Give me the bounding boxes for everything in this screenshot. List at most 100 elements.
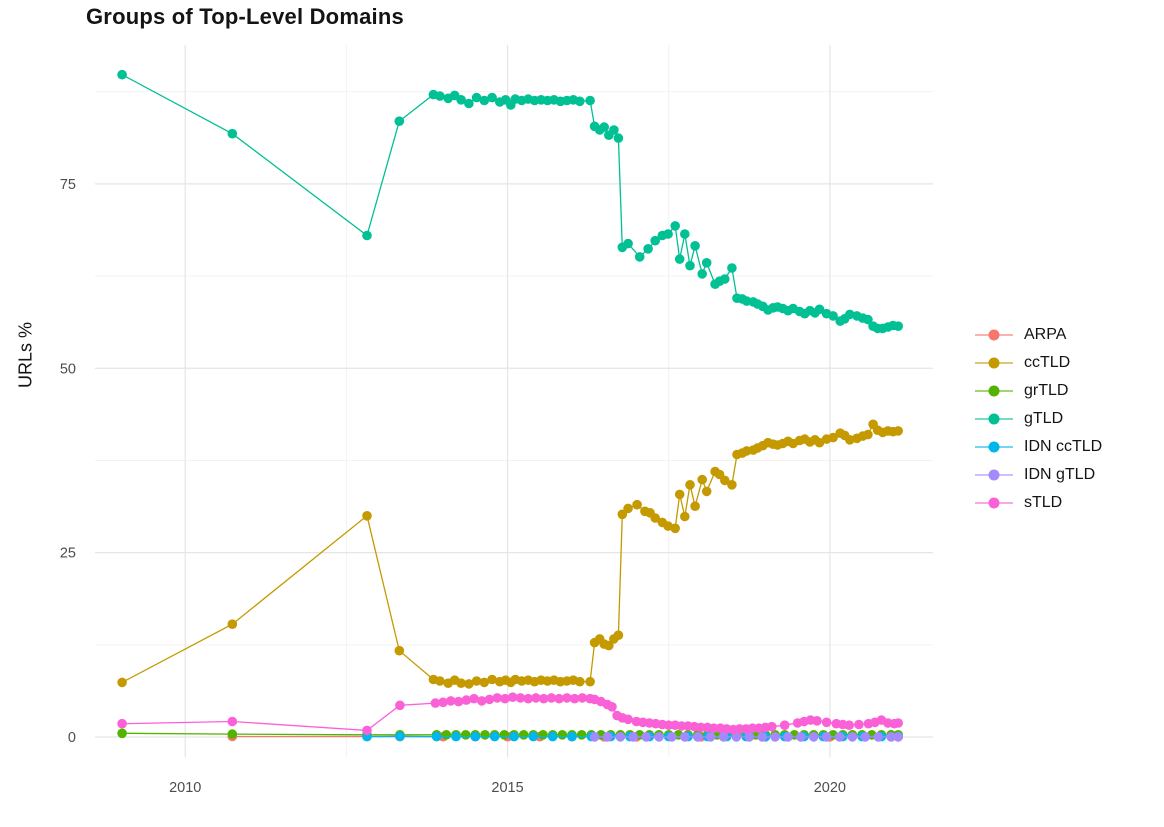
series-point-stld	[893, 718, 903, 728]
legend-label-arpa: ARPA	[1024, 326, 1067, 343]
series-point-gtld	[362, 230, 372, 241]
series-point-cctld	[617, 509, 628, 520]
series-point-grtld	[480, 730, 490, 740]
series-point-idn-cctld	[489, 731, 500, 742]
series-point-stld	[484, 694, 495, 705]
series-point-grtld	[518, 730, 529, 740]
series-point-cctld	[394, 645, 405, 656]
series-point-cctld	[471, 676, 482, 686]
legend-key-icon	[975, 385, 1013, 397]
series-point-grtld	[460, 730, 471, 740]
series-point-stld	[554, 693, 564, 704]
series-point-gtld	[464, 98, 474, 109]
series-point-cctld	[362, 511, 372, 521]
series-point-stld	[844, 720, 854, 730]
series-point-cctld	[487, 674, 497, 685]
series-point-idn-cctld	[509, 731, 519, 742]
series-point-cctld	[464, 679, 474, 689]
series-point-cctld	[893, 426, 903, 436]
series-point-stld	[538, 693, 549, 704]
series-point-idn-cctld	[470, 731, 481, 742]
series-point-stld	[854, 719, 864, 730]
series-point-gtld	[720, 274, 730, 284]
series-point-grtld	[441, 730, 452, 740]
series-point-cctld	[828, 432, 838, 443]
series-point-cctld	[227, 619, 238, 629]
series-point-cctld	[727, 480, 737, 490]
legend-item-grtld: grTLD	[974, 377, 1102, 405]
series-point-gtld	[828, 311, 838, 321]
series-point-cctld	[613, 630, 624, 640]
legend-label-idn-cctld: IDN ccTLD	[1024, 438, 1103, 455]
series-point-stld	[546, 693, 557, 703]
series-point-idn-gtld	[628, 732, 639, 742]
series-point-grtld	[499, 730, 510, 740]
series-point-stld	[779, 720, 790, 730]
series-point-idn-gtld	[654, 732, 664, 742]
series-point-idn-gtld	[770, 732, 780, 742]
legend-item-stld: sTLD	[974, 489, 1102, 517]
series-point-grtld	[538, 730, 548, 740]
chart-title: Groups of Top-Level Domains	[86, 4, 404, 29]
series-point-stld	[430, 698, 441, 708]
series-point-gtld	[701, 258, 712, 268]
series-point-idn-gtld	[641, 732, 651, 742]
x-tick-label: 2010	[169, 780, 201, 796]
series-point-cctld	[623, 503, 633, 514]
series-point-idn-gtld	[692, 732, 703, 742]
series-point-idn-gtld	[893, 732, 903, 742]
series-point-cctld	[585, 676, 595, 687]
series-point-gtld	[670, 221, 680, 231]
series-point-stld	[362, 725, 372, 736]
series-point-gtld	[599, 122, 609, 132]
series-point-gtld	[814, 304, 825, 315]
series-point-gtld	[479, 95, 490, 106]
series-point-stld	[531, 693, 541, 703]
legend-item-idn-gtld: IDN gTLD	[974, 461, 1102, 489]
series-point-idn-gtld	[873, 732, 883, 742]
legend-key-icon	[975, 329, 1013, 341]
series-point-gtld	[674, 254, 685, 264]
series-point-idn-gtld	[589, 732, 600, 742]
series-point-gtld	[690, 241, 700, 251]
series-point-cctld	[697, 474, 707, 485]
series-point-gtld	[487, 92, 497, 103]
series-point-idn-gtld	[808, 732, 819, 742]
legend: ARPA ccTLD grTLD gTLD IDN ccTLD IDN gTLD sTLD	[974, 321, 1102, 517]
series-point-idn-gtld	[602, 732, 613, 742]
series-point-idn-gtld	[783, 732, 793, 742]
legend-label-stld: sTLD	[1024, 494, 1063, 511]
series-point-gtld	[650, 235, 660, 246]
series-point-gtld	[394, 116, 405, 126]
legend-key-icon	[975, 469, 1013, 481]
series-point-stld	[227, 716, 238, 727]
legend-key-icon	[975, 413, 1013, 425]
series-point-stld	[523, 693, 533, 704]
legend-key-icon	[975, 497, 1013, 509]
series-point-cctld	[701, 486, 712, 497]
legend-item-gtld: gTLD	[974, 405, 1102, 433]
series-point-stld	[607, 702, 617, 712]
series-point-gtld	[643, 244, 653, 254]
series-point-gtld	[227, 128, 238, 139]
series-point-stld	[453, 696, 464, 707]
legend-key-icon	[975, 357, 1013, 369]
series-point-cctld	[650, 513, 660, 523]
series-point-cctld	[670, 523, 680, 534]
x-tick-label: 2015	[491, 780, 523, 796]
series-point-gtld	[435, 91, 445, 101]
series-point-grtld	[557, 730, 568, 740]
series-point-gtld	[609, 125, 619, 135]
series-point-cctld	[117, 677, 127, 688]
series-point-cctld	[690, 501, 700, 512]
legend-label-idn-gtld: IDN gTLD	[1024, 466, 1096, 483]
series-point-idn-gtld	[796, 732, 806, 742]
series-point-idn-gtld	[680, 732, 690, 742]
series-point-stld	[623, 714, 633, 725]
series-point-idn-gtld	[860, 732, 871, 742]
series-point-idn-gtld	[886, 732, 896, 742]
series-point-gtld	[623, 238, 633, 249]
legend-label-gtld: gTLD	[1024, 410, 1064, 427]
